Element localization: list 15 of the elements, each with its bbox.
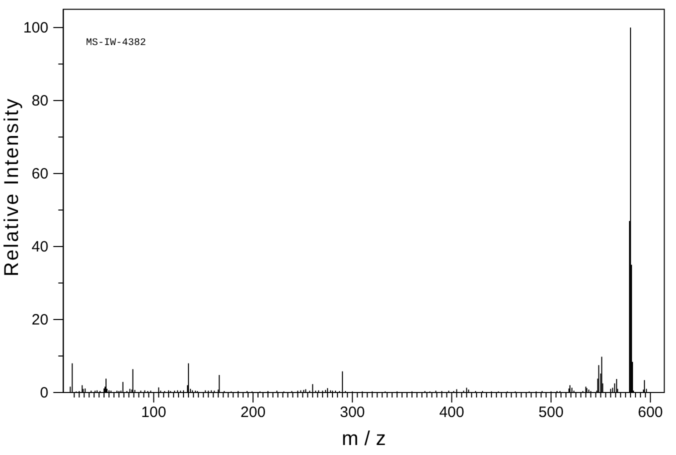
x-tick-label: 600 xyxy=(638,404,663,422)
x-tick-label: 200 xyxy=(240,404,266,422)
x-tick-label: 300 xyxy=(340,404,365,422)
y-tick-label: 80 xyxy=(32,92,48,110)
y-tick-label: 100 xyxy=(23,19,48,36)
x-tick-label: 400 xyxy=(439,404,464,422)
x-axis-title: m/z xyxy=(342,428,392,450)
y-tick-label: 0 xyxy=(40,384,48,402)
x-tick-label: 500 xyxy=(538,404,564,422)
x-tick-label: 100 xyxy=(141,404,166,422)
y-axis-title: Relative Intensity xyxy=(1,97,23,277)
y-tick-label: 40 xyxy=(32,238,48,256)
y-tick-label: 20 xyxy=(32,311,48,328)
annotation: MS-IW-4382 xyxy=(86,38,146,49)
y-tick-label: 60 xyxy=(32,165,48,182)
